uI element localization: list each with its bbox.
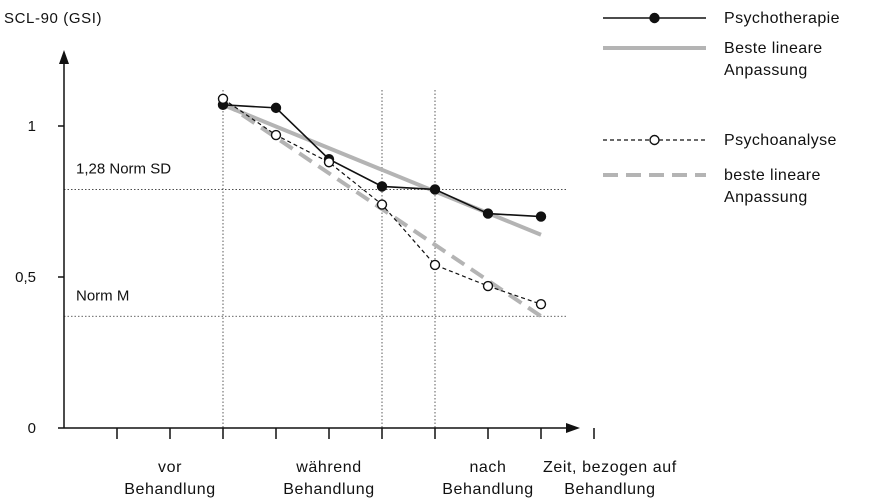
reference-lines: 1,28 Norm SD Norm M <box>64 90 568 428</box>
data-point <box>429 184 441 195</box>
x-phase-label-line1: während <box>295 459 362 476</box>
y-tick-label: 1 <box>28 118 36 135</box>
reference-line-label: Norm M <box>76 287 129 304</box>
legend-marker <box>649 12 660 24</box>
data-point <box>376 199 388 210</box>
x-phase-label-line2: Behandlung <box>124 481 215 498</box>
series <box>217 93 547 310</box>
axes <box>59 50 580 433</box>
data-point <box>429 259 441 271</box>
data-point <box>535 211 547 222</box>
legend-label-line2: Anpassung <box>724 189 808 206</box>
x-phase-label-line1: nach <box>469 459 506 476</box>
data-point <box>217 93 229 105</box>
data-point <box>270 129 282 141</box>
labels: SCL-90 (GSI) 0 0,5 1 vor Behandlung während Be… <box>4 10 677 498</box>
legend-label: Beste lineare <box>724 40 823 57</box>
legend: Psychotherapie Beste lineare Anpassung Psyc… <box>603 10 840 206</box>
data-point <box>270 102 282 114</box>
legend-label: Psychoanalyse <box>724 132 837 149</box>
x-phase-label-line2: Behandlung <box>564 481 655 498</box>
y-axis-arrow <box>59 50 69 64</box>
data-point <box>376 181 388 192</box>
x-phase-label-line2: Behandlung <box>442 481 533 498</box>
legend-marker <box>649 134 660 146</box>
legend-label-line2: Anpassung <box>724 62 808 79</box>
data-point <box>323 157 335 168</box>
legend-label: Psychotherapie <box>724 10 840 27</box>
data-point <box>482 208 494 219</box>
y-tick-label: 0 <box>28 420 36 437</box>
fit-line <box>222 103 542 237</box>
y-axis-title: SCL-90 (GSI) <box>4 10 102 27</box>
x-phase-label-line2: Behandlung <box>283 481 374 498</box>
legend-label: beste lineare <box>724 167 821 184</box>
y-tick-label: 0,5 <box>15 269 36 286</box>
x-phase-label-line1: vor <box>158 459 182 476</box>
reference-line-label: 1,28 Norm SD <box>76 160 171 177</box>
x-phase-label-line1: Zeit, bezogen auf <box>543 459 677 476</box>
data-point <box>535 298 547 310</box>
x-axis-arrow <box>566 423 580 433</box>
data-point <box>482 280 494 292</box>
